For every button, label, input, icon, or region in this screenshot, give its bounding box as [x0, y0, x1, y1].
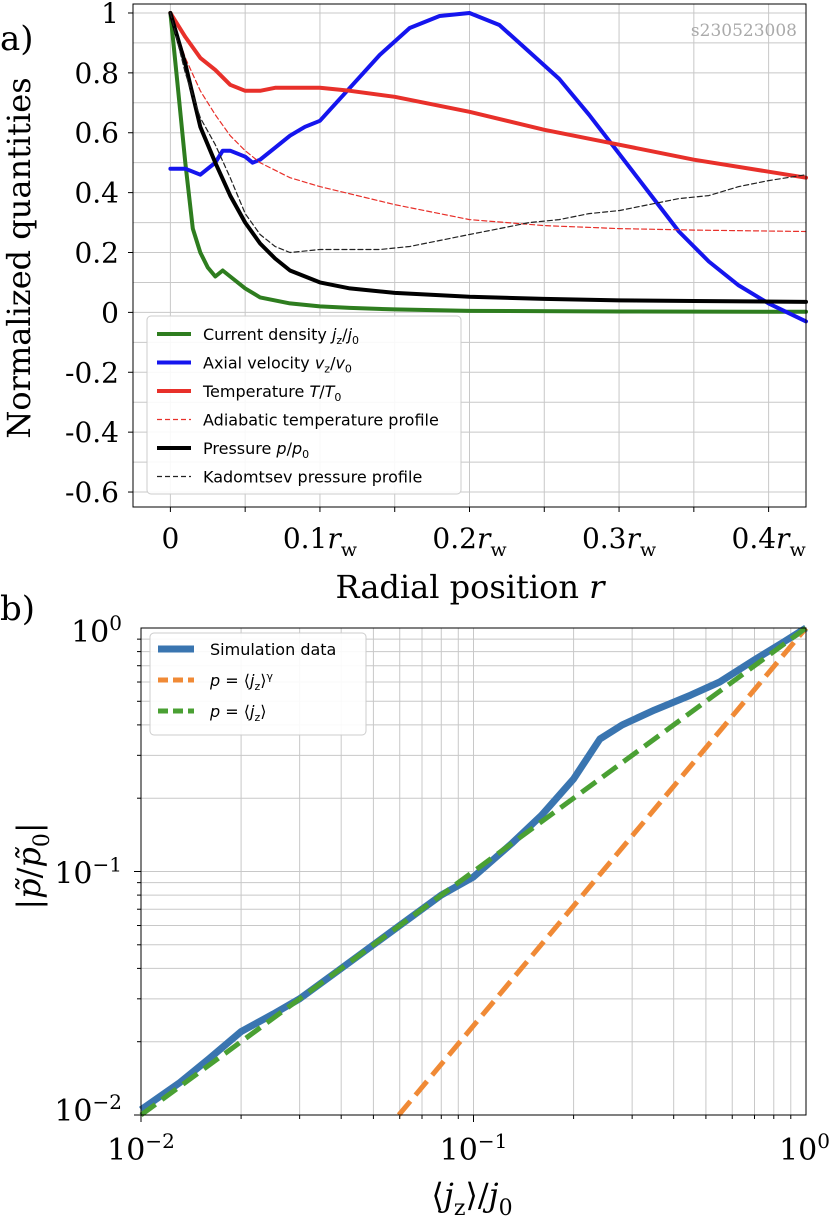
y-tick-label: 10−2​: [54, 1090, 122, 1129]
panel-label-b: b): [0, 589, 35, 629]
plot-frame: [132, 3, 807, 508]
legend-label: p = ⟨jz​⟩γ​: [209, 670, 273, 693]
legend-label: Current density jz​/j0​: [203, 325, 359, 347]
y-tick-label: 0.6: [74, 117, 119, 150]
series-line-0: [138, 625, 808, 1113]
x-axis-label: ⟨jz​⟩/j0​: [431, 1176, 512, 1220]
y-tick-label: 10−1​: [54, 853, 122, 892]
x-tick-label: 0.3rw​: [582, 522, 657, 561]
legend-label: Temperature T/T0​: [202, 382, 341, 404]
panel-a: -0.6 -0.4 -0.2 0 0.2 0.4 0.6 0.8 1 0 0.1rw​ 0.2rw​ 0…: [0, 0, 808, 606]
y-tick-label: 0.4: [74, 177, 119, 210]
y-tick-label: -0.4: [65, 416, 119, 449]
x-tick-label: 0.2rw​: [432, 522, 507, 561]
x-tick-label: 0.1rw​: [283, 522, 358, 561]
legend-label: Kadomtsev pressure profile: [203, 468, 422, 487]
y-tick-label: -0.6: [65, 476, 119, 509]
y-tick-label: 0.8: [74, 57, 119, 90]
legend-label: p = ⟨jz​⟩: [209, 702, 266, 724]
x-axis-label: Radial position r: [336, 568, 607, 606]
x-tick-label: 0: [161, 522, 179, 555]
legend-box: [146, 315, 462, 495]
y-tick-label: 1: [101, 0, 119, 30]
x-tick-label: 10−1​: [440, 1129, 508, 1168]
series-line-1: [168, 11, 808, 324]
y-axis-label: |p̃/p̃0​|: [10, 822, 55, 909]
x-tick-label: 0.4rw​: [732, 522, 807, 561]
legend: Current density jz​/j0​ Axial velocity vz…: [146, 315, 462, 495]
y-axis-label: Normalized quantities: [0, 77, 38, 438]
plot-frame: [140, 627, 807, 1116]
legend-label: Adiabatic temperature profile: [203, 411, 439, 430]
series-line-4: [168, 11, 808, 304]
watermark-text: s230523008: [691, 21, 797, 41]
y-tick-label: -0.2: [65, 356, 119, 389]
legend-label: Axial velocity vz​/v0​: [203, 354, 352, 376]
series-line-2: [139, 625, 808, 1118]
panel-b: 10−2​ 10−1​ 100​ 10−2​ 10−1​ 100​ ⟨jz​⟩/j0​ |p̃…: [0, 589, 830, 1220]
y-tick-label: 100​: [71, 611, 122, 650]
y-tick-label: 0: [101, 296, 119, 329]
series-line-5: [169, 12, 807, 254]
legend-box: [149, 632, 367, 736]
series-line-0: [168, 11, 808, 314]
series-line-3: [169, 12, 807, 233]
legend-label: Simulation data: [210, 640, 336, 659]
panel-label-a: a): [0, 19, 34, 59]
series-line-2: [168, 11, 808, 180]
x-tick-label: 10−2​: [107, 1129, 175, 1168]
legend: Simulation data p = ⟨jz​⟩γ​ p = ⟨jz​⟩: [149, 632, 367, 736]
series-line-1: [396, 626, 808, 1117]
y-tick-label: 0.2: [74, 237, 119, 270]
x-tick-label: 100​: [779, 1129, 830, 1168]
legend-label: Pressure p/p0​: [203, 439, 309, 461]
